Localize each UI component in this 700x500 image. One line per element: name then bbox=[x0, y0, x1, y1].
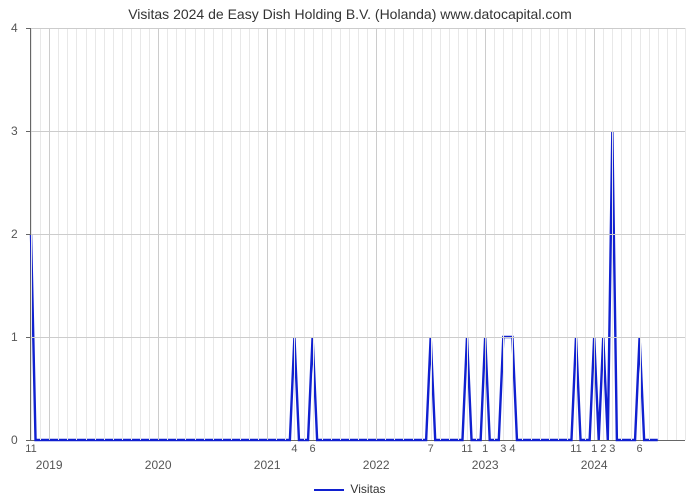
x-sub-label: 2 bbox=[600, 443, 606, 455]
y-tick-mark bbox=[26, 234, 31, 235]
x-year-label: 2023 bbox=[472, 458, 499, 472]
x-year-label: 2021 bbox=[254, 458, 281, 472]
x-sub-label: 7 bbox=[428, 443, 434, 455]
legend-label: Visitas bbox=[350, 482, 385, 496]
x-year-label: 2024 bbox=[581, 458, 608, 472]
grid-h bbox=[31, 234, 685, 235]
grid-h bbox=[31, 131, 685, 132]
x-year-label: 2022 bbox=[363, 458, 390, 472]
plot-area: 0123411467111341112362019202020212022202… bbox=[30, 28, 685, 441]
grid-h bbox=[31, 337, 685, 338]
x-sub-label: 11 bbox=[25, 443, 36, 455]
legend: Visitas bbox=[0, 482, 700, 496]
y-tick-mark bbox=[26, 337, 31, 338]
x-sub-label: 1 bbox=[591, 443, 597, 455]
x-sub-label: 1 bbox=[482, 443, 488, 455]
x-year-label: 2019 bbox=[36, 458, 63, 472]
x-sub-label: 4 bbox=[291, 443, 297, 455]
y-tick-label: 4 bbox=[11, 21, 18, 35]
x-sub-label: 6 bbox=[637, 443, 643, 455]
y-tick-mark bbox=[26, 440, 31, 441]
grid-minor-v bbox=[685, 28, 686, 440]
x-sub-label: 4 bbox=[509, 443, 515, 455]
chart-title: Visitas 2024 de Easy Dish Holding B.V. (… bbox=[0, 6, 700, 22]
x-sub-label: 11 bbox=[461, 443, 472, 455]
x-year-label: 2020 bbox=[145, 458, 172, 472]
y-tick-label: 2 bbox=[11, 227, 18, 241]
chart-container: Visitas 2024 de Easy Dish Holding B.V. (… bbox=[0, 0, 700, 500]
x-sub-label: 3 bbox=[500, 443, 506, 455]
x-sub-label: 3 bbox=[609, 443, 615, 455]
y-tick-label: 0 bbox=[11, 433, 18, 447]
y-tick-mark bbox=[26, 28, 31, 29]
grid-h bbox=[31, 28, 685, 29]
y-tick-mark bbox=[26, 131, 31, 132]
legend-swatch bbox=[314, 489, 344, 491]
y-tick-label: 3 bbox=[11, 124, 18, 138]
y-tick-label: 1 bbox=[11, 330, 18, 344]
x-sub-label: 11 bbox=[570, 443, 581, 455]
x-sub-label: 6 bbox=[310, 443, 316, 455]
